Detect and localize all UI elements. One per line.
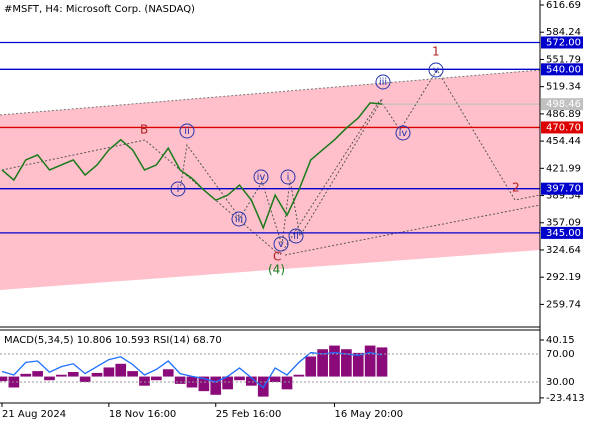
- chart-title: #MSFT, H4: Microsoft Corp. (NASDAQ): [4, 4, 195, 15]
- rsi-tick-label: 30.00: [546, 377, 575, 388]
- macd-bar: [234, 376, 245, 381]
- macd-bar: [305, 356, 317, 377]
- macd-bar: [329, 345, 340, 377]
- x-tick-label: 18 Nov 16:00: [109, 409, 176, 420]
- macd-bar: [317, 349, 328, 377]
- macd-bar: [293, 374, 305, 377]
- wave-label: ii: [184, 126, 190, 137]
- wave-label: ii: [293, 231, 299, 242]
- wave-circle: [170, 181, 186, 197]
- price-line: [1, 102, 383, 230]
- macd-bar: [0, 376, 8, 382]
- macd-bar: [198, 376, 210, 392]
- x-tick-label: 16 May 20:00: [335, 409, 404, 420]
- macd-bar: [246, 376, 257, 386]
- level-label: 540.00: [546, 64, 581, 75]
- wave-label: iv: [257, 172, 266, 183]
- macd-bar: [91, 372, 103, 377]
- macd-bar: [79, 376, 91, 383]
- macd-tick-label: -23.413: [546, 393, 585, 404]
- level-label: 470.70: [546, 122, 581, 133]
- macd-bar: [222, 376, 233, 390]
- wave-label: i: [287, 172, 290, 183]
- wave-circle: [375, 74, 391, 90]
- level-label-box: [541, 226, 583, 239]
- macd-bar: [115, 363, 127, 377]
- macd-bar: [376, 347, 388, 377]
- wave-circle: [253, 169, 269, 185]
- level-label: 572.00: [546, 37, 581, 48]
- rsi-tick-label: 70.00: [546, 349, 575, 360]
- y-tick-label: 259.74: [546, 299, 581, 310]
- wave-label: 2: [512, 181, 520, 195]
- macd-bar: [67, 372, 79, 377]
- x-tick-label: 25 Feb 16:00: [216, 409, 282, 420]
- wave-circle: [428, 62, 444, 78]
- rsi-line: [1, 351, 383, 389]
- macd-bar: [32, 371, 43, 377]
- macd-bar: [210, 376, 222, 395]
- wave-label: B: [140, 123, 148, 137]
- wave-label: iv: [399, 128, 408, 139]
- wave-path: [1, 69, 541, 256]
- macd-bar: [162, 369, 174, 377]
- macd-bar: [56, 374, 67, 377]
- wave-label: i: [177, 184, 180, 195]
- y-tick-label: 421.99: [546, 163, 581, 174]
- macd-bar: [364, 345, 376, 377]
- last-price-box: [541, 98, 583, 111]
- macd-bar: [44, 376, 55, 381]
- y-tick-label: 357.09: [546, 218, 581, 229]
- wave-circle: [273, 236, 289, 252]
- wave-label: iii: [235, 214, 243, 225]
- level-label-box: [541, 36, 583, 49]
- wave-label: 1: [432, 45, 440, 59]
- wave-label: C: [273, 250, 281, 264]
- wave-circle: [288, 228, 304, 244]
- y-tick-label: 551.79: [546, 54, 581, 65]
- macd-bar: [20, 373, 32, 377]
- macd-tick-label: 40.15: [546, 335, 575, 346]
- indicator-label: MACD(5,34,5) 10.806 10.593 RSI(14) 68.70: [4, 335, 222, 346]
- level-label: 397.70: [546, 184, 581, 195]
- wave-circle: [395, 125, 411, 141]
- macd-bar: [281, 376, 293, 390]
- level-label-box: [541, 121, 583, 134]
- y-tick-label: 519.34: [546, 82, 581, 93]
- y-tick-label: 616.69: [546, 0, 581, 11]
- sub-wave-path: [179, 97, 384, 246]
- level-label: 345.00: [546, 228, 581, 239]
- level-label-box: [541, 63, 583, 76]
- wave-label: v: [433, 65, 439, 76]
- y-tick-label: 584.24: [546, 27, 581, 38]
- wave-circle: [231, 211, 247, 227]
- wave-label: (4): [268, 263, 285, 277]
- wave-circle: [280, 169, 296, 185]
- y-tick-label: 324.64: [546, 245, 581, 256]
- y-tick-label: 486.89: [546, 109, 581, 120]
- y-tick-label: 292.19: [546, 272, 581, 283]
- trend-line: [284, 204, 541, 256]
- macd-bar: [269, 376, 281, 383]
- macd-bar: [174, 376, 186, 384]
- macd-bar: [341, 349, 352, 377]
- wave-label: v: [278, 239, 284, 250]
- level-label-box: [541, 182, 583, 195]
- y-tick-label: 454.44: [546, 136, 581, 147]
- y-tick-label: 389.54: [546, 191, 581, 202]
- last-price-label: 498.46: [546, 99, 581, 110]
- wave-circle: [179, 123, 195, 139]
- wave-label: iii: [379, 77, 387, 88]
- macd-bar: [139, 376, 150, 386]
- x-tick-label: 21 Aug 2024: [2, 409, 66, 420]
- macd-bar: [103, 367, 115, 377]
- macd-bar: [352, 352, 364, 377]
- macd-bar: [127, 371, 138, 377]
- macd-bar: [151, 376, 162, 381]
- channel: [0, 70, 540, 290]
